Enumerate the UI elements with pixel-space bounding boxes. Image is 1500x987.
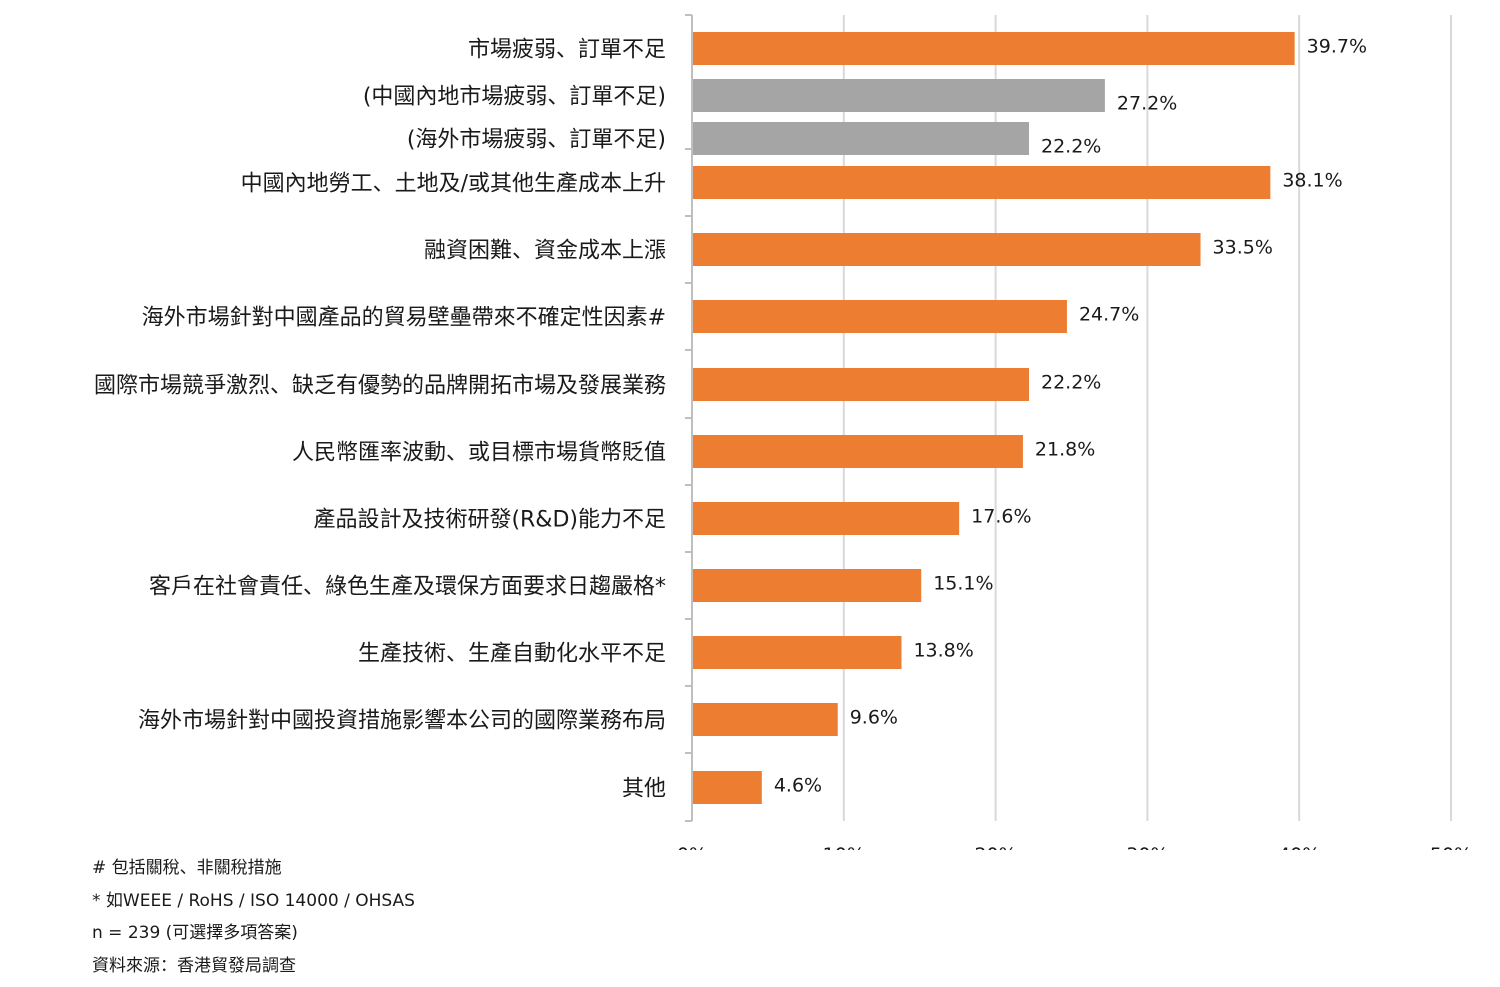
x-tick-label: 0% — [677, 844, 707, 850]
bar — [693, 233, 1201, 266]
category-label: 產品設計及技術研發(R&D)能力不足 — [313, 508, 666, 533]
data-label: 27.2% — [1117, 93, 1177, 115]
bar — [693, 703, 838, 736]
x-tick-label: 50% — [1430, 844, 1472, 850]
category-label: (中國內地市場疲弱、訂單不足) — [363, 85, 666, 110]
footnote-standards: * 如WEEE / RoHS / ISO 14000 / OHSAS — [92, 890, 415, 911]
bar-chart: 市場疲弱、訂單不足 39.7% (中國內地市場疲弱、訂單不足) 27.2% (海外市場疲… — [94, 14, 1472, 850]
data-label: 15.1% — [933, 573, 993, 595]
bar — [693, 122, 1029, 155]
bar — [693, 569, 922, 602]
data-label: 39.7% — [1307, 36, 1367, 58]
bar — [693, 79, 1105, 112]
bar — [693, 166, 1271, 199]
bar — [693, 771, 762, 804]
category-label: 客戶在社會責任、綠色生產及環保方面要求日趨嚴格* — [149, 575, 666, 600]
data-label: 21.8% — [1035, 439, 1095, 461]
x-tick-label: 40% — [1278, 844, 1320, 850]
category-label: 海外市場針對中國產品的貿易壁壘帶來不確定性因素# — [142, 306, 666, 331]
category-label: 生產技術、生產自動化水平不足 — [358, 642, 666, 667]
category-label: 中國內地勞工、土地及/或其他生產成本上升 — [241, 172, 666, 197]
category-label: 融資困難、資金成本上漲 — [424, 239, 666, 264]
data-label: 4.6% — [774, 775, 822, 797]
footnotes: # 包括關稅、非關稅措施 * 如WEEE / RoHS / ISO 14000 … — [92, 852, 415, 982]
data-label: 22.2% — [1041, 372, 1101, 394]
data-label: 17.6% — [971, 506, 1031, 528]
data-label: 38.1% — [1282, 170, 1342, 192]
bar — [693, 636, 902, 669]
category-label: 人民幣匯率波動、或目標市場貨幣貶值 — [292, 441, 666, 466]
x-tick-label: 20% — [974, 844, 1016, 850]
bar — [693, 300, 1067, 333]
bar — [693, 435, 1023, 468]
bar — [693, 368, 1029, 401]
bar — [693, 32, 1295, 65]
footnote-source: 資料來源：香港貿發局調查 — [92, 955, 296, 976]
category-label: 市場疲弱、訂單不足 — [468, 38, 666, 63]
data-label: 33.5% — [1213, 237, 1273, 259]
category-label: 國際市場競爭激烈、缺乏有優勢的品牌開拓市場及發展業務 — [94, 374, 666, 399]
category-label: (海外市場疲弱、訂單不足) — [407, 128, 666, 153]
x-tick-label: 10% — [823, 844, 865, 850]
footnote-sample-size: n = 239 (可選擇多項答案) — [92, 923, 298, 943]
category-label: 海外市場針對中國投資措施影響本公司的國際業務布局 — [138, 709, 666, 734]
bar — [693, 502, 960, 535]
data-label: 24.7% — [1079, 304, 1139, 326]
x-tick-label: 30% — [1126, 844, 1168, 850]
category-label: 其他 — [622, 777, 666, 802]
data-label: 9.6% — [850, 707, 898, 729]
data-label: 13.8% — [913, 640, 973, 662]
footnote-tariffs: # 包括關稅、非關稅措施 — [92, 858, 282, 878]
data-label: 22.2% — [1041, 136, 1101, 158]
